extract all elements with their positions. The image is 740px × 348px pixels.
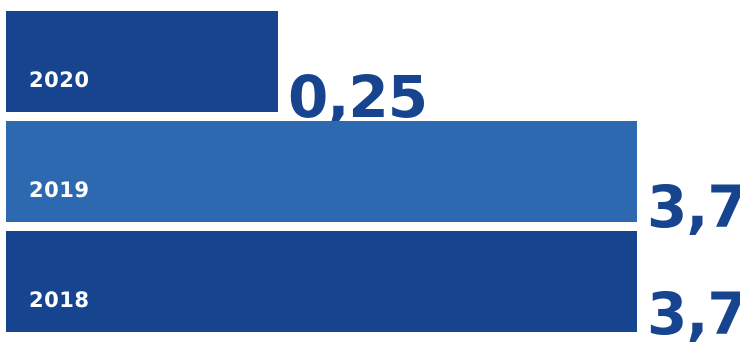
bar-2018: 2018 (6, 231, 637, 332)
value-label-2019: 3,7 (647, 173, 740, 241)
bar-chart: 2020 0,25 2019 3,7 2018 3,7 (6, 11, 740, 343)
value-label-2020: 0,25 (288, 63, 428, 131)
bar-2019: 2019 (6, 121, 637, 222)
bar-2020: 2020 (6, 11, 278, 112)
category-label: 2020 (29, 68, 90, 92)
value-label-2018: 3,7 (647, 280, 740, 348)
category-label: 2018 (29, 288, 90, 312)
category-label: 2019 (29, 178, 90, 202)
